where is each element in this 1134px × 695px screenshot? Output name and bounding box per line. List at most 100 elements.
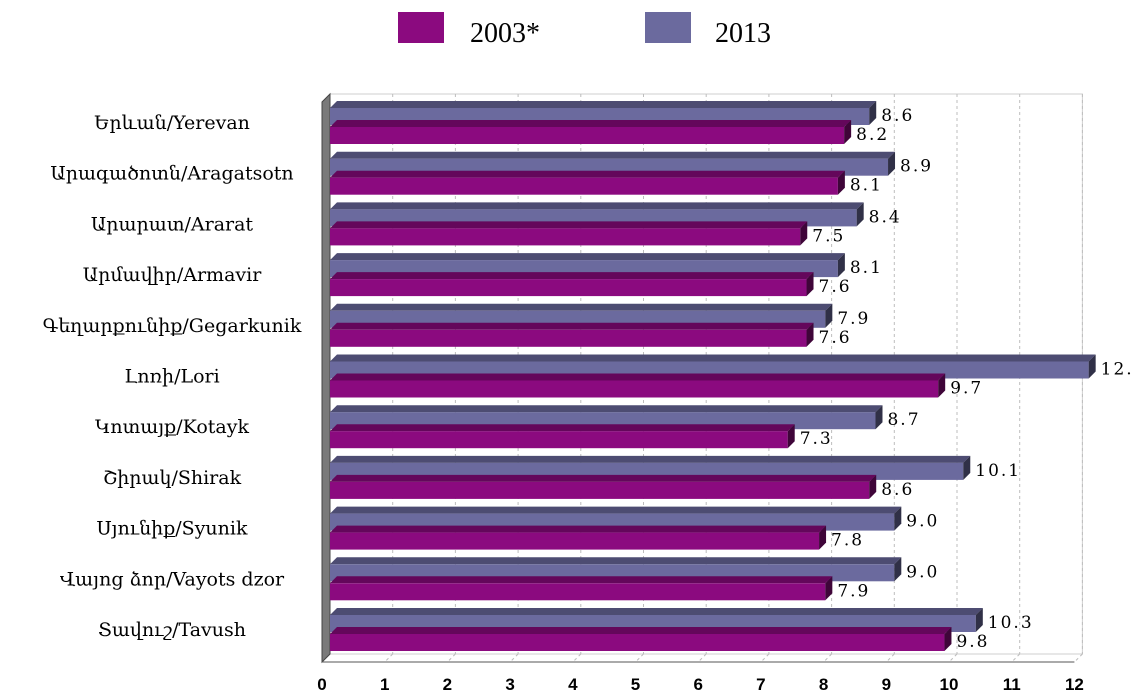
category-label: Երևան/Yerevan [94, 112, 250, 134]
bar-front-face [330, 583, 826, 601]
bar-top-face [330, 557, 902, 565]
x-tick-label: 12 [1065, 675, 1084, 694]
legend-item: 2013 [645, 12, 771, 49]
bar-top-face [330, 170, 845, 178]
data-label: 8.4 [869, 207, 902, 227]
x-tick-label: 9 [882, 675, 891, 694]
x-tick-label: 4 [568, 675, 578, 694]
bar-front-face [330, 380, 939, 398]
bar-end-face [869, 474, 877, 499]
bar-end-face [844, 120, 852, 144]
bar-end-face [938, 373, 946, 398]
bar-2003 [330, 221, 808, 246]
category-label: Լոռի/Lori [124, 366, 219, 388]
bar-end-face [1088, 354, 1096, 379]
gridline-floor [572, 653, 582, 663]
category-label: Արմավիր/Armavir [83, 264, 263, 286]
bar-end-face [894, 506, 902, 531]
bar-top-face [330, 424, 795, 432]
bar-end-face [944, 627, 952, 651]
data-label: 12.1 [1101, 360, 1134, 380]
legend-label: 2003* [470, 18, 540, 49]
gridline-floor [447, 653, 456, 663]
legend-item: 2003* [398, 12, 540, 49]
bar-end-face [806, 322, 814, 347]
bar-end-face [963, 455, 971, 480]
bar-top-face [330, 322, 814, 330]
category-label: Շիրակ/Shirak [103, 467, 242, 489]
x-axis-ticks: 0 1 2 3 4 5 6 7 8 9 10 11 12 [317, 675, 1084, 694]
category-label: Սյունիք/Syunik [97, 518, 248, 540]
legend-label: 2013 [715, 18, 771, 49]
category-label: Վայոց ձոր/Vayots dzor [60, 568, 285, 590]
data-label: 8.1 [850, 176, 883, 196]
data-label: 10.1 [975, 461, 1021, 481]
bar-top-face [330, 373, 946, 381]
category-axis-wall [321, 92, 331, 664]
data-label: 7.8 [831, 531, 864, 551]
bar-2003 [330, 170, 845, 195]
bar-end-face [806, 272, 814, 297]
data-label: 7.9 [837, 309, 870, 329]
bar-top-face [330, 608, 983, 615]
data-label: 8.1 [850, 258, 883, 278]
gridline-floor [384, 653, 394, 663]
data-label: 8.7 [887, 410, 920, 430]
bar-top-face [330, 221, 808, 229]
bar-front-face [330, 634, 945, 651]
gridline-floor [1011, 653, 1021, 663]
bar-2003 [330, 322, 814, 347]
bar-top-face [330, 506, 902, 514]
gridlines [384, 94, 1083, 663]
bar-front-face [330, 177, 838, 195]
bar-end-face [975, 608, 983, 632]
data-label: 7.6 [819, 328, 852, 348]
bar-top-face [330, 405, 883, 413]
x-tick-label: 6 [693, 675, 702, 694]
x-tick-label: 10 [940, 675, 959, 694]
bar-front-face [330, 481, 870, 499]
bar-2003 [330, 120, 852, 144]
gridline-floor [697, 653, 707, 663]
bar-top-face [330, 576, 833, 584]
x-tick-label: 0 [317, 675, 326, 694]
bar-top-face [330, 120, 852, 127]
bar-end-face [819, 525, 827, 550]
gridline-floor [635, 653, 644, 663]
bar-top-face [330, 101, 877, 108]
bar-top-face [330, 303, 833, 311]
bar-2003 [330, 474, 877, 499]
x-tick-label: 8 [819, 675, 828, 694]
legend-swatch [398, 12, 444, 43]
bar-2003 [330, 525, 827, 550]
bar-end-face [837, 253, 845, 278]
bars [330, 101, 1096, 651]
data-label: 8.6 [881, 480, 914, 500]
gridline-floor [509, 653, 519, 663]
category-label: Արարատ/Ararat [91, 213, 254, 235]
gridline-floor [760, 653, 770, 663]
bar-end-face [825, 303, 833, 328]
bar-front-face [330, 431, 788, 449]
bar-2003 [330, 424, 795, 449]
bar-top-face [330, 525, 827, 533]
bar-front-face [330, 532, 820, 550]
bar-front-face [330, 127, 845, 144]
bar-top-face [330, 202, 864, 210]
legend: 2003* 2013 [398, 12, 771, 49]
x-tick-label: 1 [380, 675, 389, 694]
data-label: 9.7 [950, 379, 983, 399]
bar-end-face [825, 576, 833, 601]
bar-front-face [330, 329, 807, 347]
data-label: 7.9 [837, 581, 870, 601]
category-label: Կոտայք/Kotayk [95, 416, 249, 438]
bar-end-face [800, 221, 808, 246]
x-tick-label: 2 [443, 675, 452, 694]
gridline-floor [1074, 653, 1083, 663]
data-label: 8.6 [881, 106, 914, 126]
bar-end-face [875, 405, 883, 430]
data-label: 7.5 [812, 226, 845, 246]
x-tick-label: 3 [505, 675, 514, 694]
bar-end-face [894, 557, 902, 582]
